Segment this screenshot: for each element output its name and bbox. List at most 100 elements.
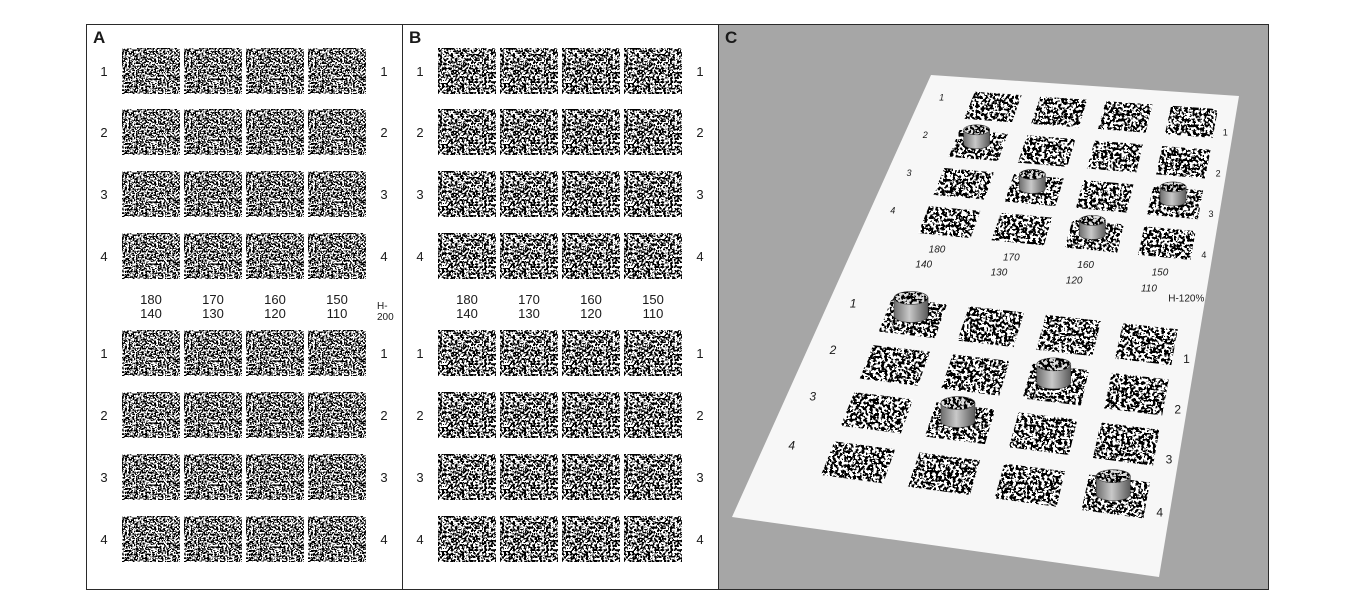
cylinder-object [893, 291, 929, 323]
panel-a-noise-patch [122, 109, 180, 155]
panel-a-column-label: 180 140 [140, 292, 162, 321]
panel-b-row-label-left: 3 [416, 187, 424, 202]
floor-noise-patch [1017, 135, 1076, 167]
floor-row-label-left: 1 [850, 296, 857, 310]
floor-column-label-bottom: 130 [991, 268, 1008, 279]
floor-row-label-right: 2 [1174, 402, 1181, 416]
panel-b-noise-patch [562, 233, 620, 279]
panel-a-row-label-right: 3 [380, 187, 388, 202]
panel-a-row-label-left: 4 [100, 532, 108, 547]
panel-a-row-label-left: 2 [100, 125, 108, 140]
panel-a: A 1 1 2 2 3 3 4 4 1 1 2 2 3 3 4 4 180 140 170 130 160 120 150 1… [86, 24, 403, 590]
panel-b-row-label-right: 2 [696, 125, 704, 140]
panel-a-noise-patch [184, 330, 242, 376]
floor-row-label-left: 3 [907, 168, 912, 178]
panel-b-noise-patch [438, 109, 496, 155]
panel-a-noise-patch [246, 330, 304, 376]
floor-noise-patch [1036, 314, 1101, 357]
floor-column-label-bottom: 120 [1066, 275, 1083, 286]
panel-a-noise-patch [246, 109, 304, 155]
panel-a-setting: H-200 [377, 301, 394, 323]
panel-b-noise-patch [500, 454, 558, 500]
floor-row-label-left: 2 [829, 343, 837, 357]
panel-b-noise-patch [562, 171, 620, 217]
panel-b-noise-patch [438, 171, 496, 217]
panel-b-noise-patch [500, 330, 558, 376]
panel-a-column-label: 170 130 [202, 292, 224, 321]
floor-noise-patch [907, 452, 981, 496]
panel-a-row-label-right: 3 [380, 470, 388, 485]
panel-b-noise-patch [624, 233, 682, 279]
panel-b-noise-patch [500, 109, 558, 155]
panel-a-noise-patch [122, 330, 180, 376]
floor-row-label-right: 4 [1201, 250, 1206, 260]
panel-a-noise-patch [122, 233, 180, 279]
panel-b-column-label: 170 130 [518, 292, 540, 321]
panel-a-row-label-right: 4 [380, 249, 388, 264]
panel-b-noise-patch [624, 330, 682, 376]
floor-noise-patch [991, 212, 1053, 246]
panel-b-noise-patch [624, 109, 682, 155]
panel-b-noise-patch [624, 171, 682, 217]
cylinder-object [963, 124, 990, 150]
panel-a-row-label-right: 2 [380, 125, 388, 140]
floor-row-label-left: 1 [939, 92, 944, 102]
panel-a-row-label-left: 2 [100, 408, 108, 423]
panel-b-row-label-right: 3 [696, 470, 704, 485]
floor-noise-patch [957, 306, 1024, 348]
floor-noise-patch [1164, 105, 1218, 138]
panel-a-row-label-right: 1 [380, 346, 388, 361]
floor-noise-patch [994, 463, 1066, 507]
floor-noise-patch [1103, 372, 1169, 416]
panel-a-noise-patch [184, 233, 242, 279]
panel-a-noise-patch [184, 516, 242, 562]
panel-b-row-label-left: 4 [416, 532, 424, 547]
panel-a-noise-patch [246, 48, 304, 94]
panel-b-row-label-left: 4 [416, 249, 424, 264]
panel-a-row-label-right: 1 [380, 64, 388, 79]
panel-a-row-label-left: 1 [100, 346, 108, 361]
panel-b-noise-patch [562, 109, 620, 155]
panel-b-noise-patch [500, 516, 558, 562]
panel-a-noise-patch [184, 454, 242, 500]
panel-a-noise-patch [308, 48, 366, 94]
panel-a-noise-patch [308, 392, 366, 438]
panel-b-column-label: 160 120 [580, 292, 602, 321]
floor-row-label-left: 4 [890, 206, 895, 216]
panel-b-label: B [409, 28, 422, 47]
panel-a-noise-patch [246, 454, 304, 500]
panel-b-row-label-right: 4 [696, 249, 704, 264]
floor-column-label-bottom: 140 [915, 260, 932, 271]
panel-a-row-label-left: 4 [100, 249, 108, 264]
floor-column-label-top: 180 [929, 245, 946, 256]
panel-a-column-label: 160 120 [264, 292, 286, 321]
panel-a-noise-patch [246, 516, 304, 562]
cylinder-object [1159, 181, 1187, 207]
floor-noise-patch [1155, 145, 1211, 179]
floor-column-label-bottom: 110 [1141, 283, 1157, 294]
floor-noise-patch [1031, 96, 1088, 128]
panel-b-noise-patch [562, 454, 620, 500]
cylinder-object [940, 396, 976, 428]
panel-a-noise-patch [184, 171, 242, 217]
panel-b-noise-patch [500, 233, 558, 279]
panel-a-noise-patch [122, 48, 180, 94]
panel-a-noise-patch [122, 171, 180, 217]
panel-a-noise-patch [184, 48, 242, 94]
floor-noise-patch [964, 91, 1022, 123]
panel-b-row-label-right: 4 [696, 532, 704, 547]
panel-a-row-label-right: 2 [380, 408, 388, 423]
panel-a-noise-patch [308, 330, 366, 376]
floor-noise-patch [1092, 422, 1160, 466]
floor-noise-patch [941, 354, 1010, 396]
panel-b-noise-patch [438, 454, 496, 500]
panel-b-row-label-right: 3 [696, 187, 704, 202]
panel-a-noise-patch [246, 171, 304, 217]
floor-row-label-left: 4 [788, 439, 795, 453]
panel-a-noise-patch [308, 233, 366, 279]
panel-b-row-label-right: 2 [696, 408, 704, 423]
panel-b-row-label-left: 1 [416, 64, 424, 79]
panel-a-noise-patch [184, 392, 242, 438]
panel-b-row-label-right: 1 [696, 346, 704, 361]
